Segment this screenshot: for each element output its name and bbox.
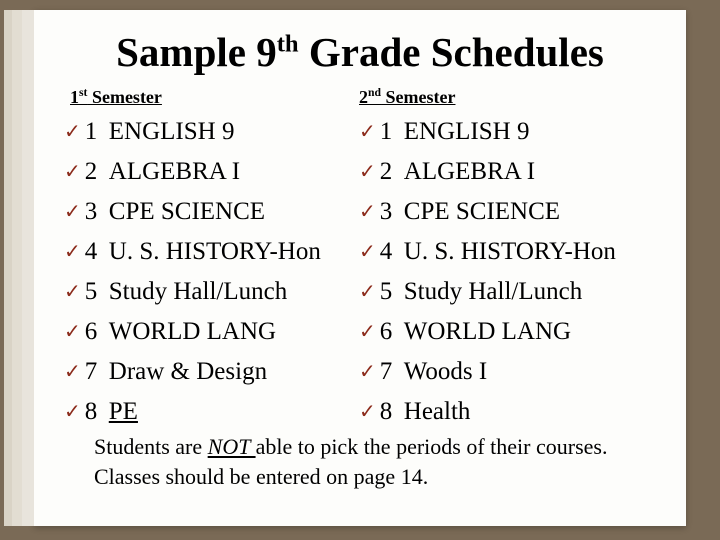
course-name: Woods I (404, 352, 487, 392)
period-number: 8 (85, 392, 109, 432)
course-name: WORLD LANG (404, 312, 571, 352)
sem1-pre: 1 (70, 87, 79, 107)
list-item: ✓2ALGEBRA I (359, 152, 616, 192)
footer-note: Students are NOT able to pick the period… (64, 432, 656, 491)
semester-1-header: 1st Semester (64, 86, 359, 108)
list-item: ✓8 Health (359, 392, 616, 432)
period-number: 4 (85, 232, 109, 272)
check-icon: ✓ (359, 356, 376, 388)
list-item: ✓5 Study Hall/Lunch (359, 272, 616, 312)
sem2-post: Semester (381, 87, 455, 107)
list-item: ✓3CPE SCIENCE (64, 192, 359, 232)
list-item: ✓7 Woods I (359, 352, 616, 392)
period-number: 7 (85, 352, 109, 392)
footer-line-2: Classes should be entered on page 14. (94, 462, 656, 492)
sem2-sup: nd (368, 86, 381, 99)
period-number: 1 (85, 112, 109, 152)
course-name: PE (109, 392, 138, 432)
list-item: ✓1ENGLISH 9 (64, 112, 359, 152)
title-post: Grade Schedules (299, 29, 604, 75)
period-number: 5 (85, 272, 109, 312)
semester-1-col: ✓1ENGLISH 9✓2ALGEBRA I✓3CPE SCIENCE✓4U. … (64, 112, 359, 432)
list-item: ✓1ENGLISH 9 (359, 112, 616, 152)
check-icon: ✓ (64, 116, 81, 148)
list-item: ✓6 WORLD LANG (359, 312, 616, 352)
check-icon: ✓ (359, 236, 376, 268)
sem2-pre: 2 (359, 87, 368, 107)
sem1-post: Semester (87, 87, 161, 107)
footer-not: NOT (208, 434, 256, 459)
check-icon: ✓ (359, 276, 376, 308)
list-item: ✓4 U. S. HISTORY-Hon (359, 232, 616, 272)
period-number: 7 (380, 352, 404, 392)
title-pre: Sample 9 (116, 29, 277, 75)
footer-1b: able to pick the periods of their course… (256, 434, 608, 459)
period-number: 4 (380, 232, 404, 272)
course-name: Study Hall/Lunch (109, 272, 287, 312)
course-name: ENGLISH 9 (109, 112, 235, 152)
period-number: 8 (380, 392, 404, 432)
period-number: 6 (380, 312, 404, 352)
course-name: Study Hall/Lunch (404, 272, 582, 312)
list-item: ✓7Draw & Design (64, 352, 359, 392)
period-number: 3 (85, 192, 109, 232)
course-name: CPE SCIENCE (404, 192, 560, 232)
list-item: ✓6WORLD LANG (64, 312, 359, 352)
list-item: ✓5Study Hall/Lunch (64, 272, 359, 312)
check-icon: ✓ (64, 236, 81, 268)
period-number: 1 (380, 112, 404, 152)
check-icon: ✓ (64, 396, 81, 428)
list-item: ✓8PE (64, 392, 359, 432)
footer-line-1: Students are NOT able to pick the period… (94, 432, 656, 462)
course-name: U. S. HISTORY-Hon (404, 232, 616, 272)
course-name: ALGEBRA I (109, 152, 240, 192)
check-icon: ✓ (64, 316, 81, 348)
page: Sample 9th Grade Schedules 1st Semester … (34, 10, 686, 526)
course-name: WORLD LANG (109, 312, 276, 352)
course-name: ALGEBRA I (404, 152, 535, 192)
course-name: Health (404, 392, 471, 432)
check-icon: ✓ (64, 356, 81, 388)
check-icon: ✓ (359, 196, 376, 228)
check-icon: ✓ (64, 276, 81, 308)
period-number: 6 (85, 312, 109, 352)
course-name: ENGLISH 9 (404, 112, 530, 152)
semester-2-col: ✓1ENGLISH 9✓2ALGEBRA I✓3CPE SCIENCE✓4 U.… (359, 112, 616, 432)
check-icon: ✓ (64, 196, 81, 228)
semester-headers: 1st Semester 2nd Semester (64, 86, 656, 108)
title-sup: th (277, 30, 299, 57)
period-number: 3 (380, 192, 404, 232)
list-item: ✓3CPE SCIENCE (359, 192, 616, 232)
course-name: CPE SCIENCE (109, 192, 265, 232)
semester-2-header: 2nd Semester (359, 86, 455, 108)
footer-1a: Students are (94, 434, 208, 459)
period-number: 2 (85, 152, 109, 192)
check-icon: ✓ (359, 316, 376, 348)
check-icon: ✓ (359, 116, 376, 148)
list-item: ✓4U. S. HISTORY-Hon (64, 232, 359, 272)
check-icon: ✓ (359, 396, 376, 428)
check-icon: ✓ (64, 156, 81, 188)
period-number: 5 (380, 272, 404, 312)
course-name: U. S. HISTORY-Hon (109, 232, 321, 272)
page-title: Sample 9th Grade Schedules (64, 28, 656, 76)
list-item: ✓2ALGEBRA I (64, 152, 359, 192)
course-name: Draw & Design (109, 352, 267, 392)
check-icon: ✓ (359, 156, 376, 188)
schedule-columns: ✓1ENGLISH 9✓2ALGEBRA I✓3CPE SCIENCE✓4U. … (64, 112, 656, 432)
period-number: 2 (380, 152, 404, 192)
